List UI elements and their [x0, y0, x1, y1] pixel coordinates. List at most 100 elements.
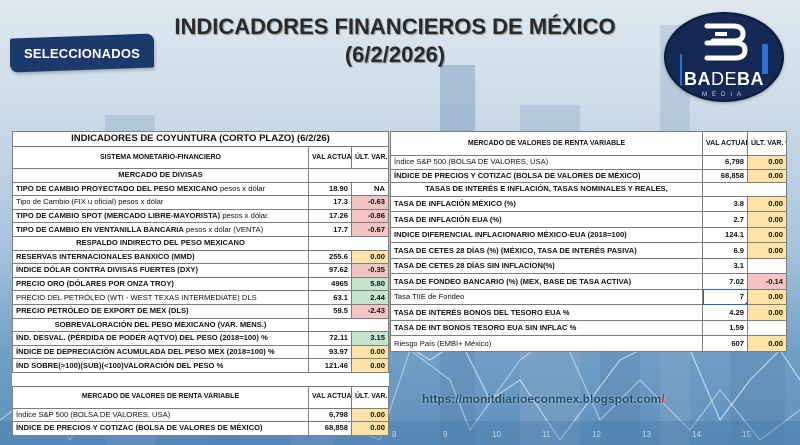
indicator-label[interactable]: ÍNDICE DE PRECIOS Y COTIZAC (BOLSA DE VA…: [12, 421, 309, 436]
empty-cell[interactable]: [308, 371, 352, 387]
current-value[interactable]: 4.29: [702, 304, 748, 321]
empty-cell[interactable]: [702, 182, 787, 197]
indicator-label[interactable]: INDICE DIFERENCIAL INFLACIONARIO MÉXICO-…: [390, 226, 703, 244]
current-value[interactable]: 6.9: [702, 242, 748, 259]
last-variation[interactable]: 0.00: [747, 288, 787, 306]
indicator-label[interactable]: Tipo de Cambio (FIX u oficial) pesos x d…: [12, 195, 309, 210]
empty-cell[interactable]: [308, 235, 389, 251]
indicator-label[interactable]: TASA DE INTERÉS BONOS DEL TESORO EUA %: [390, 304, 703, 321]
indicator-label[interactable]: PRECIO ORO (DÓLARES POR ONZA TROY): [12, 276, 309, 292]
last-variation[interactable]: 0.00: [747, 211, 787, 228]
indicator-label[interactable]: ÍNDICE DE PRECIOS Y COTIZAC (BOLSA DE VA…: [390, 168, 703, 184]
current-value[interactable]: 18.90: [308, 181, 352, 197]
last-variation[interactable]: -0.14: [747, 273, 787, 290]
empty-cell[interactable]: [308, 317, 389, 333]
blog-url-link[interactable]: https://monitdiarioeconmex.blogspot.com/: [422, 392, 665, 406]
last-variation[interactable]: 2.44: [351, 290, 389, 305]
current-value[interactable]: 2.7: [702, 211, 748, 228]
indicator-label[interactable]: TASA DE INFLACIÓN MÉXICO (%): [390, 195, 703, 213]
current-value[interactable]: 68,858: [702, 168, 748, 184]
indicator-label[interactable]: ÍND. DESVAL. (PÉRDIDA DE PODER AQTVO) DE…: [12, 331, 309, 346]
current-value[interactable]: 63.1: [308, 290, 352, 305]
table-title[interactable]: INDICADORES DE COYUNTURA (CORTO PLAZO) (…: [12, 131, 389, 147]
indicator-label[interactable]: TASA DE INT BONOS TESORO EUA SIN INFLAC …: [390, 319, 703, 337]
ult-var-header[interactable]: ÚLT. VAR. %: [351, 385, 389, 409]
last-variation[interactable]: 5.80: [351, 276, 389, 292]
last-variation[interactable]: NA: [351, 181, 389, 197]
last-variation[interactable]: 0.00: [351, 407, 389, 423]
ult-var-header[interactable]: ÚLT. VAR. %: [351, 146, 389, 169]
last-variation[interactable]: 0.00: [747, 226, 787, 244]
last-variation[interactable]: 0.00: [747, 155, 787, 170]
last-variation[interactable]: 0.00: [351, 344, 389, 360]
val-actual-header[interactable]: VAL ACTUAL: [702, 131, 748, 156]
last-variation[interactable]: -0.67: [351, 222, 389, 237]
last-variation[interactable]: -0.35: [351, 263, 389, 278]
last-variation[interactable]: -0.63: [351, 195, 389, 210]
last-variation[interactable]: 0.00: [747, 168, 787, 184]
current-value[interactable]: 3.1: [702, 257, 748, 275]
current-value[interactable]: 6,798: [308, 407, 352, 423]
current-value[interactable]: 607: [702, 335, 748, 352]
section-title[interactable]: RESPALDO INDIRECTO DEL PESO MEXICANO: [12, 235, 309, 251]
empty-cell[interactable]: [351, 371, 389, 387]
last-variation[interactable]: 0.00: [351, 249, 389, 265]
last-variation[interactable]: 3.15: [351, 331, 389, 346]
section-title[interactable]: TASAS DE INTERÉS E INFLACIÓN, TASAS NOMI…: [390, 182, 703, 197]
indicator-label[interactable]: PRECIO PETRÓLEO DE EXPORT DE MEX (DLS): [12, 303, 309, 319]
last-variation[interactable]: 0.00: [351, 358, 389, 373]
last-variation[interactable]: 0.00: [747, 335, 787, 352]
current-value[interactable]: 17.26: [308, 208, 352, 224]
indicator-label[interactable]: ÍNDICE DE DEPRECIACIÓN ACUMULADA DEL PES…: [12, 344, 309, 360]
section-title[interactable]: SOBREVALORACIÓN DEL PESO MEXICANO (VAR. …: [12, 317, 309, 333]
current-value[interactable]: 121.46: [308, 358, 352, 373]
current-value[interactable]: 4965: [308, 276, 352, 292]
indicator-label[interactable]: TIPO DE CAMBIO SPOT (MERCADO LIBRE-MAYOR…: [12, 208, 309, 224]
indicator-label[interactable]: TASA DE CETES 28 DÍAS (%) (MÉXICO, TASA …: [390, 242, 703, 259]
indicator-label[interactable]: Índice S&P 500 (BOLSA DE VALORES, USA): [12, 407, 309, 423]
indicator-label[interactable]: TASA DE CETES 28 DÍAS SIN INFLACION(%): [390, 257, 703, 275]
indicator-label[interactable]: TASA DE INFLACIÓN EUA (%): [390, 211, 703, 228]
equity-section-header[interactable]: MERCADO DE VALORES DE RENTA VARIABLE: [390, 131, 703, 156]
last-variation[interactable]: -0.86: [351, 208, 389, 224]
current-value[interactable]: 17.7: [308, 222, 352, 237]
current-value[interactable]: 93.97: [308, 344, 352, 360]
val-actual-header[interactable]: VAL ACTUAL: [308, 385, 352, 409]
indicator-label[interactable]: Tasa TIIE de Fondeo: [390, 288, 703, 306]
last-variation[interactable]: [747, 257, 787, 275]
indicator-label[interactable]: ÍND SOBRE(>100)(SUB)(<100)VALORACIÓN DEL…: [12, 358, 309, 373]
equity-section-header[interactable]: MERCADO DE VALORES DE RENTA VARIABLE: [12, 385, 309, 409]
last-variation[interactable]: -2.43: [351, 303, 389, 319]
indicator-label[interactable]: Índice S&P 500 (BOLSA DE VALORES, USA): [390, 155, 703, 170]
last-variation[interactable]: 0.00: [747, 304, 787, 321]
current-value[interactable]: 3.8: [702, 195, 748, 213]
current-value[interactable]: 255.6: [308, 249, 352, 265]
current-value[interactable]: 59.5: [308, 303, 352, 319]
current-value[interactable]: 17.3: [308, 195, 352, 210]
indicator-label[interactable]: TIPO DE CAMBIO EN VENTANILLA BANCARIA pe…: [12, 222, 309, 237]
current-value[interactable]: 1.59: [702, 319, 748, 337]
current-value[interactable]: 72.11: [308, 331, 352, 346]
last-variation[interactable]: 0.00: [747, 195, 787, 213]
indicator-label[interactable]: Riesgo País (EMBI+ México): [390, 335, 703, 352]
indicator-label[interactable]: TASA DE FONDEO BANCARIO (%) (MEX, BASE D…: [390, 273, 703, 290]
current-value[interactable]: 7: [702, 288, 748, 306]
last-variation[interactable]: [747, 319, 787, 337]
last-variation[interactable]: 0.00: [351, 421, 389, 436]
current-value[interactable]: 7.02: [702, 273, 748, 290]
current-value[interactable]: 97.62: [308, 263, 352, 278]
current-value[interactable]: 6,798: [702, 155, 748, 170]
indicator-label[interactable]: ÍNDICE DÓLAR CONTRA DIVISAS FUERTES (DXY…: [12, 263, 309, 278]
last-variation[interactable]: 0.00: [747, 242, 787, 259]
section-title[interactable]: MERCADO DE DIVISAS: [12, 168, 309, 183]
empty-cell[interactable]: [308, 168, 389, 183]
current-value[interactable]: 68,858: [308, 421, 352, 436]
empty-cell[interactable]: [12, 371, 309, 387]
current-value[interactable]: 124.1: [702, 226, 748, 244]
indicator-label[interactable]: PRECIO DEL PETRÓLEO (WTI - WEST TEXAS IN…: [12, 290, 309, 305]
indicator-label[interactable]: TIPO DE CAMBIO PROYECTADO DEL PESO MEXIC…: [12, 181, 309, 197]
indicator-label[interactable]: RESERVAS INTERNACIONALES BANXICO (MMD): [12, 249, 309, 265]
ult-var-header[interactable]: ÚLT. VAR. %: [747, 131, 787, 156]
val-actual-header[interactable]: VAL ACTUAL: [308, 146, 352, 169]
section-header[interactable]: SISTEMA MONETARIO-FINANCIERO: [12, 146, 309, 169]
